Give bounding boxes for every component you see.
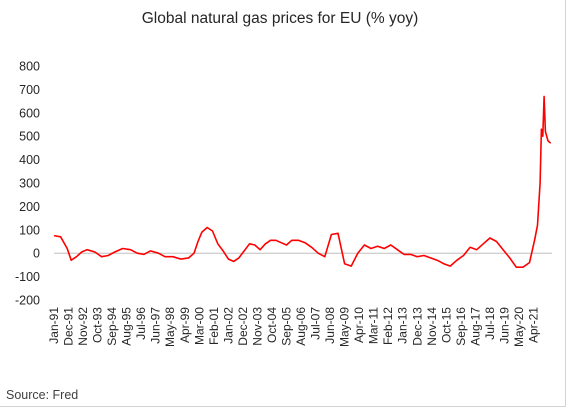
x-tick-label: May-09 xyxy=(338,307,352,347)
x-tick-label: Mar-11 xyxy=(367,307,381,344)
x-tick-label: Jul-18 xyxy=(483,307,497,340)
x-tick-label: Oct-93 xyxy=(91,307,105,343)
x-tick-label: Jan-02 xyxy=(221,307,235,344)
x-tick-label: Jan-91 xyxy=(47,307,61,344)
x-tick-label: Aug-95 xyxy=(120,307,134,346)
x-tick-label: Jun-97 xyxy=(149,307,163,344)
y-tick-label: -200 xyxy=(15,294,40,308)
y-tick-label: 0 xyxy=(33,247,40,261)
x-tick-label: Nov-03 xyxy=(250,307,264,346)
y-tick-label: 200 xyxy=(19,200,40,214)
y-tick-label: 300 xyxy=(19,177,40,191)
chart-title: Global natural gas prices for EU (% yoy) xyxy=(141,10,419,27)
x-tick-label: Apr-99 xyxy=(178,307,192,343)
source-note: Source: Fred xyxy=(6,388,79,402)
x-tick-label: Dec-13 xyxy=(410,307,424,346)
x-tick-label: Jun-19 xyxy=(497,307,511,344)
y-tick-label: 100 xyxy=(19,223,40,237)
x-tick-label: Oct-15 xyxy=(439,307,453,343)
series-layer xyxy=(53,95,552,269)
x-tick-label: Feb-01 xyxy=(207,307,221,345)
x-tick-label: Aug-17 xyxy=(468,307,482,346)
x-tick-label: Apr-10 xyxy=(352,307,366,343)
x-tick-label: Jul-07 xyxy=(309,307,323,340)
y-axis-tick-labels: -200 -100 0 100 200 300 400 500 600 700 800 xyxy=(15,60,40,308)
x-tick-label: May-98 xyxy=(163,307,177,347)
x-tick-label: Jul-96 xyxy=(134,307,148,340)
x-tick-label: Mar-00 xyxy=(192,307,206,345)
x-tick-label: Jan-13 xyxy=(396,307,410,344)
y-tick-label: 800 xyxy=(19,60,40,74)
x-tick-label: Feb-12 xyxy=(381,307,395,345)
x-tick-label: Dec-91 xyxy=(62,307,76,346)
x-tick-label: May-20 xyxy=(512,307,526,347)
x-axis: Jan-91 Dec-91 Nov-92 Oct-93 Sep-94 Aug-95 Jul-… xyxy=(47,252,552,347)
y-tick-label: -100 xyxy=(15,270,40,284)
x-tick-label: Sep-94 xyxy=(105,307,119,346)
x-tick-label: Apr-21 xyxy=(527,307,541,343)
y-tick-label: 700 xyxy=(19,83,40,97)
y-tick-label: 500 xyxy=(19,130,40,144)
x-tick-label: Sep-05 xyxy=(279,307,293,346)
x-tick-label: Jun-08 xyxy=(323,307,337,344)
x-tick-label: Nov-14 xyxy=(425,307,439,346)
x-tick-label: Nov-92 xyxy=(76,307,90,346)
x-tick-label: Aug-06 xyxy=(294,307,308,346)
series-line xyxy=(53,95,552,269)
x-tick-label: Oct-04 xyxy=(265,307,279,343)
y-tick-label: 600 xyxy=(19,106,40,120)
y-tick-label: 400 xyxy=(19,153,40,167)
x-tick-label: Sep-16 xyxy=(454,307,468,346)
x-tick-label: Dec-02 xyxy=(236,307,250,346)
